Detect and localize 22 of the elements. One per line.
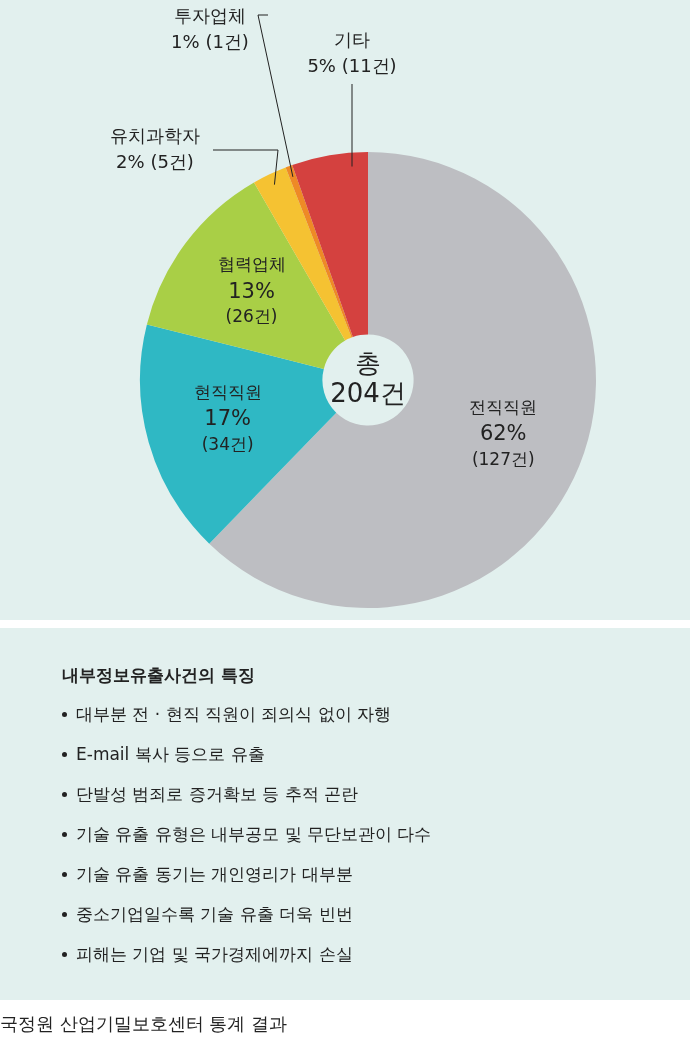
- data-label: 62% (127건): [471, 421, 535, 470]
- slice-label: 현직직원: [193, 382, 262, 403]
- text: E-mail 복사 등으로 유출: [76, 743, 265, 766]
- data-label: 13% (26건): [225, 278, 278, 327]
- data-label: 5% (11건): [307, 54, 397, 76]
- slice-label: 협력업체: [217, 254, 286, 275]
- text: 국정원 산업기밀보호센터 통계 결과: [0, 1012, 289, 1036]
- text: 중소기업일수록 기술 유출 더욱 빈번: [76, 903, 353, 926]
- data-label: 17% (34건): [201, 406, 254, 455]
- text: 기술 유출 동기는 개인영리가 대부분: [76, 863, 353, 886]
- text: 피해는 기업 및 국가경제에까지 손실: [76, 943, 353, 966]
- slice-label: 투자업체: [174, 4, 246, 26]
- slice-label: 유치과학자: [110, 124, 200, 146]
- text: 대부분 전 · 현직 직원이 죄의식 없이 자행: [76, 703, 392, 726]
- text: 단발성 범죄로 증거확보 등 추적 곤란: [76, 783, 359, 806]
- slice-label: 전직직원: [469, 397, 538, 418]
- text: 총 204건: [330, 347, 406, 408]
- slice-label: 기타: [334, 28, 370, 50]
- data-label: 1% (1건): [171, 30, 249, 52]
- text: 기술 유출 유형은 내부공모 및 무단보관이 다수: [76, 823, 432, 846]
- text: 내부정보유출사건의 특징: [62, 664, 256, 687]
- data-label: 2% (5건): [116, 150, 194, 172]
